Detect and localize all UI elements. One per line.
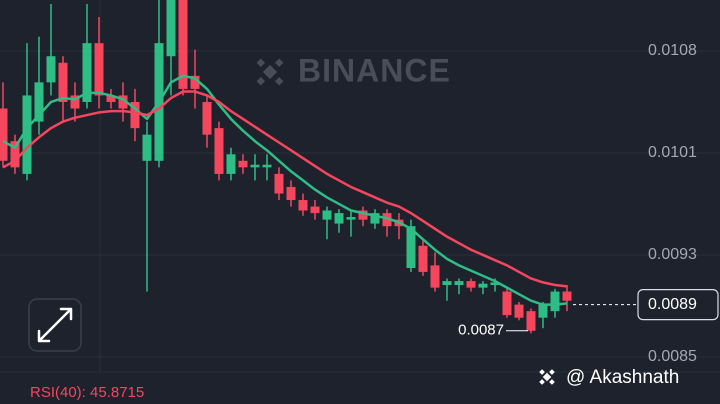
candle-body (118, 95, 128, 109)
candle-body (346, 217, 356, 220)
candle-body (490, 282, 500, 286)
low-price-label: 0.0087 (458, 322, 504, 339)
candle-body (442, 281, 452, 286)
candle-body (538, 304, 548, 318)
candle-body (334, 213, 344, 224)
candle-body (238, 160, 248, 168)
candle-body (358, 210, 368, 220)
candle-body (322, 210, 332, 220)
candle-body (46, 56, 56, 83)
candle-body (34, 82, 44, 122)
candle-body (550, 291, 560, 312)
candle-body (142, 134, 152, 161)
indicator-label: RSI(40): 45.8715 (30, 384, 144, 401)
candle-body (562, 291, 572, 301)
candle-body (310, 206, 320, 214)
candle-body (466, 281, 476, 288)
credit: @ Akashnath (566, 367, 679, 388)
candle-body (0, 108, 8, 161)
candle-body (226, 154, 236, 174)
candle-body (166, 0, 176, 57)
candle-body (82, 43, 92, 102)
candle-body (286, 186, 296, 201)
moving-average (2, 90, 568, 288)
expand-button[interactable] (28, 298, 82, 352)
plot (0, 0, 638, 334)
candle-body (370, 213, 380, 224)
candle-body (250, 164, 260, 168)
candle-body (514, 304, 524, 318)
candle-body (190, 75, 200, 89)
candle-body (106, 95, 116, 102)
candle-body (430, 265, 440, 288)
y-tick-label: 0.0085 (648, 348, 697, 365)
candle-body (130, 101, 140, 129)
candle-body (10, 141, 20, 168)
candle-body (454, 281, 464, 286)
grid (0, 0, 720, 372)
y-tick-label: 0.0093 (648, 246, 697, 263)
candle-body (418, 245, 428, 272)
expand-icon (37, 307, 73, 343)
y-tick-label: 0.0101 (648, 144, 697, 161)
candle-body (478, 283, 488, 288)
candle-body (22, 95, 32, 174)
candle-body (70, 95, 80, 109)
candle-body (58, 62, 68, 102)
candle-body (406, 226, 416, 269)
candle-body (274, 173, 284, 194)
watermark: BINANCE (298, 52, 451, 88)
candle-body (298, 200, 308, 211)
last-price-label: 0.0089 (648, 296, 697, 313)
candle-body (526, 311, 536, 331)
candle-body (94, 43, 104, 96)
candle-body (214, 128, 224, 174)
moving-average (2, 74, 568, 306)
candle-body (262, 164, 272, 168)
last-price-box (637, 289, 719, 321)
candle-body (502, 291, 512, 316)
candle-body (202, 101, 212, 135)
candle-body (178, 0, 188, 89)
y-tick-label: 0.0108 (648, 42, 697, 59)
